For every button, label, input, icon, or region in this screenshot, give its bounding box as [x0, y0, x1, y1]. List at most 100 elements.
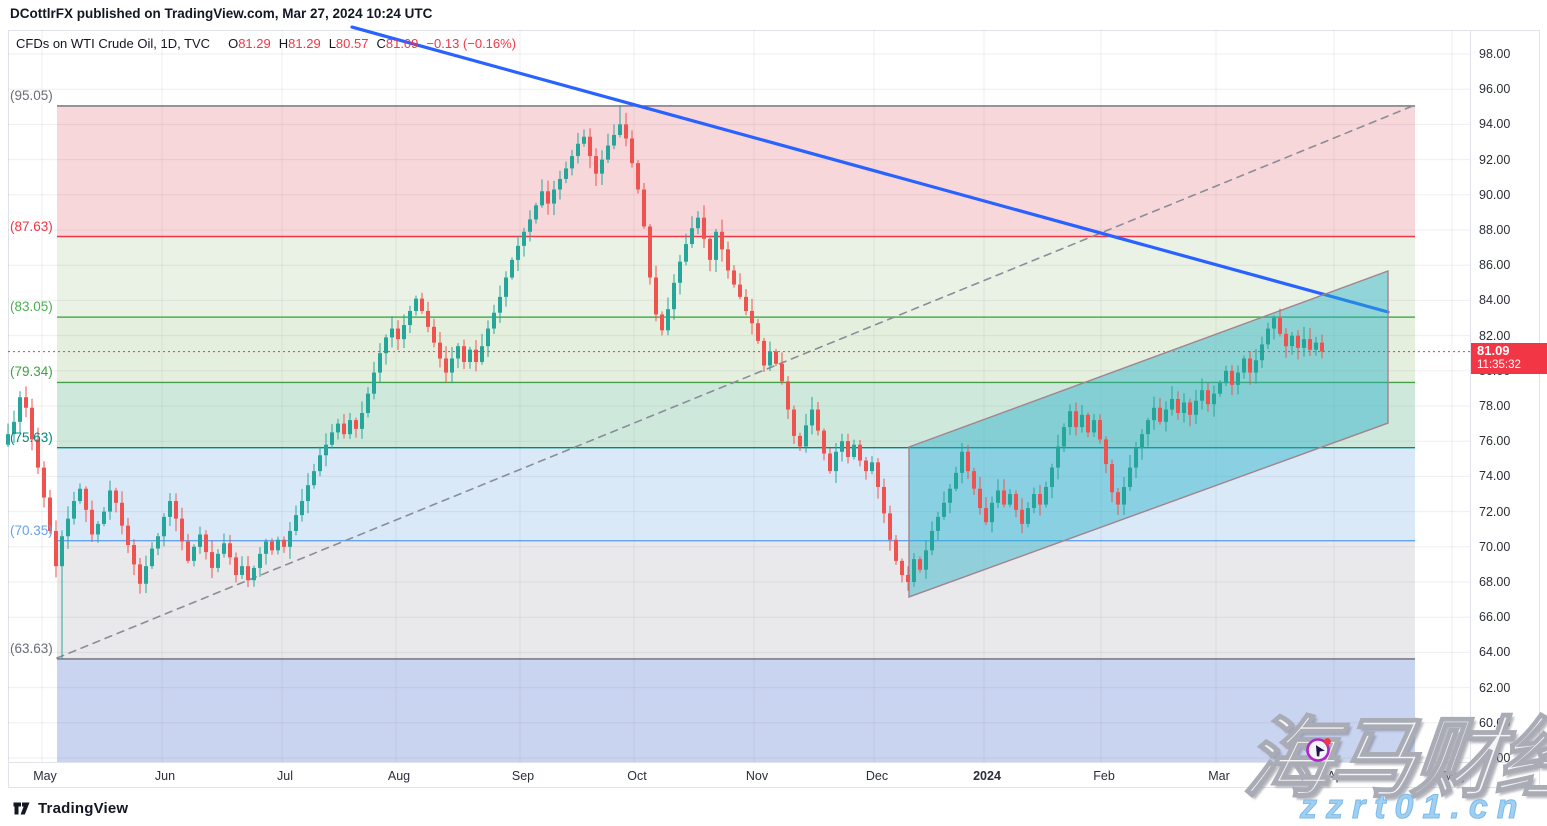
candle-body — [216, 553, 220, 568]
candle-body — [408, 310, 412, 326]
candle-body — [702, 217, 706, 239]
candle-body — [246, 566, 250, 581]
candle-body — [318, 455, 322, 472]
candle-body — [588, 136, 592, 157]
time-tick-label: Mar — [1208, 769, 1230, 783]
time-tick-label: May — [1443, 769, 1467, 783]
candle-body — [366, 393, 370, 414]
candle-body — [1212, 393, 1216, 405]
candle-body — [1038, 494, 1042, 505]
candle-body — [1158, 407, 1162, 422]
candle-body — [402, 325, 406, 340]
candle-body — [252, 567, 256, 581]
candle-body — [966, 451, 970, 472]
candle-body — [1140, 434, 1144, 449]
candle-body — [180, 518, 184, 542]
candle-body — [204, 534, 208, 553]
candle-body — [894, 539, 898, 561]
candle-body — [360, 413, 364, 429]
price-tick-label: 90.00 — [1479, 187, 1511, 202]
candle-body — [942, 502, 946, 517]
candle-body — [918, 559, 922, 570]
candle-body — [756, 323, 760, 341]
candle-body — [660, 314, 664, 331]
gray-dashed-support-line[interactable] — [56, 104, 1416, 659]
candle-body — [462, 346, 466, 362]
candle-body — [6, 434, 10, 445]
candle-body — [780, 363, 784, 382]
candle-body — [768, 351, 772, 366]
candle-body — [846, 441, 850, 458]
candle-body — [624, 124, 628, 139]
candle-body — [1116, 492, 1120, 505]
candle-body — [642, 189, 646, 227]
pivot-level-label: (75.63) — [10, 429, 53, 445]
candle-body — [330, 432, 334, 445]
candle-body — [1320, 342, 1324, 352]
price-tick-label: 68.00 — [1479, 575, 1511, 589]
candle-body — [612, 134, 616, 146]
candle-body — [1062, 427, 1066, 447]
candle-body — [1056, 446, 1060, 468]
tradingview-wordmark: TradingView — [38, 800, 129, 817]
change-value: −0.13 (−0.16%) — [426, 36, 517, 51]
candle-body — [492, 312, 496, 329]
candle-body — [498, 296, 502, 313]
candle-body — [18, 397, 22, 422]
price-tick-label: 74.00 — [1479, 469, 1511, 484]
candle-body — [1260, 344, 1264, 361]
candle-body — [144, 566, 148, 584]
tradingview-footer[interactable]: TradingView — [12, 799, 128, 818]
candle-body — [804, 425, 808, 447]
candle-body — [282, 539, 286, 547]
candle-body — [354, 420, 358, 429]
candle-body — [336, 423, 340, 433]
price-tick-label: 60.00 — [1479, 715, 1511, 730]
candle-body — [924, 550, 928, 570]
time-tick-label: Dec — [865, 769, 889, 783]
candle-body — [138, 564, 142, 584]
symbol-legend[interactable]: CFDs on WTI Crude Oil, 1D, TVC O81.29 H81.… — [16, 36, 516, 51]
candle-body — [546, 191, 550, 204]
ohlc-value: 81.29 — [288, 36, 321, 51]
candle-body — [720, 231, 724, 250]
price-tick-label: 82.00 — [1479, 328, 1511, 343]
candle-body — [672, 282, 676, 310]
candle-body — [228, 543, 232, 558]
candle-body — [654, 277, 658, 315]
candle-body — [528, 219, 532, 232]
pivot-band — [57, 540, 1415, 659]
price-tick-label: 70.00 — [1479, 539, 1511, 554]
candle-body — [996, 490, 1000, 503]
candle-body — [48, 497, 52, 531]
pivot-level-label: (70.35) — [10, 522, 53, 538]
candle-body — [1086, 414, 1090, 433]
pivot-level-lines — [57, 105, 1415, 660]
candle-body — [504, 277, 508, 297]
candle-body — [744, 296, 748, 311]
price-tick-label: 76.00 — [1479, 434, 1511, 449]
candle-body — [168, 501, 172, 517]
candle-body — [1230, 370, 1234, 385]
candle-body — [858, 444, 862, 461]
candle-body — [1236, 372, 1240, 385]
candle-body — [1266, 328, 1270, 345]
price-tick-label: 88.00 — [1479, 223, 1511, 237]
candle-body — [390, 328, 394, 338]
candle-body — [42, 467, 46, 498]
candle-body — [24, 397, 28, 408]
pivot-band — [57, 382, 1415, 448]
candle-body — [72, 501, 76, 519]
candle-body — [798, 435, 802, 447]
time-tick-label: 2024 — [973, 769, 1001, 783]
candle-body — [516, 245, 520, 260]
candle-body — [372, 372, 376, 394]
ohlc-value: 80.57 — [335, 36, 369, 51]
blue-resistance-line[interactable] — [350, 25, 1390, 314]
candle-body — [1308, 339, 1312, 350]
candle-body — [1068, 411, 1072, 428]
candle-body — [816, 409, 820, 431]
candle-body — [840, 441, 844, 452]
candle-body — [162, 516, 166, 537]
